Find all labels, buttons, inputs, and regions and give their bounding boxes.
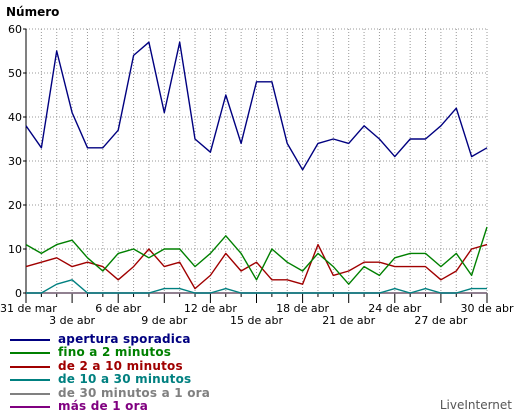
x-tick-label: 30 de abr — [461, 302, 514, 315]
legend-label: fino a 2 minutos — [58, 345, 172, 360]
x-tick-label: 21 de abr — [322, 314, 375, 327]
legend-swatch — [10, 339, 50, 341]
x-tick-label: 9 de abr — [141, 314, 187, 327]
y-tick-label: 60 — [8, 23, 22, 36]
y-axis-title: Número — [6, 5, 59, 19]
credit-label: LiveInternet — [439, 398, 512, 412]
y-tick-label: 10 — [8, 243, 22, 256]
x-tick-label: 24 de abr — [368, 302, 421, 315]
x-tick-label: 31 de mar — [0, 302, 57, 315]
x-tick-label: 15 de abr — [230, 314, 283, 327]
x-tick-label: 3 de abr — [49, 314, 95, 327]
legend-label: más de 1 ora — [58, 398, 149, 413]
legend-label: de 2 a 10 minutos — [58, 358, 183, 373]
legend-swatch — [10, 352, 50, 355]
legend-swatch — [10, 365, 50, 368]
series-lines — [25, 41, 488, 294]
y-tick-label: 50 — [8, 67, 22, 80]
y-tick-label: 0 — [15, 287, 22, 300]
legend-swatch — [10, 405, 50, 408]
legend-swatch — [10, 379, 50, 382]
series-line — [25, 226, 488, 285]
legend-label: de 10 a 30 minutos — [58, 372, 192, 387]
line-chart: Número 0 10 20 30 40 50 60 31 de mar 6 de abr 12 … — [0, 5, 514, 327]
y-tick-label: 40 — [8, 111, 22, 124]
series-line — [25, 41, 488, 171]
legend-label: apertura sporadica — [58, 332, 191, 346]
series-line — [26, 279, 487, 294]
y-tick-label: 30 — [8, 155, 22, 168]
series-line — [25, 243, 488, 290]
y-tick-label: 20 — [8, 199, 22, 212]
legend-label: de 30 minutos a 1 ora — [58, 385, 211, 400]
legend-swatch — [10, 392, 50, 395]
x-tick-label: 18 de abr — [276, 302, 329, 315]
x-tick-label: 6 de abr — [95, 302, 141, 315]
x-tick-label: 27 de abr — [414, 314, 467, 327]
x-tick-label: 12 de abr — [184, 302, 237, 315]
